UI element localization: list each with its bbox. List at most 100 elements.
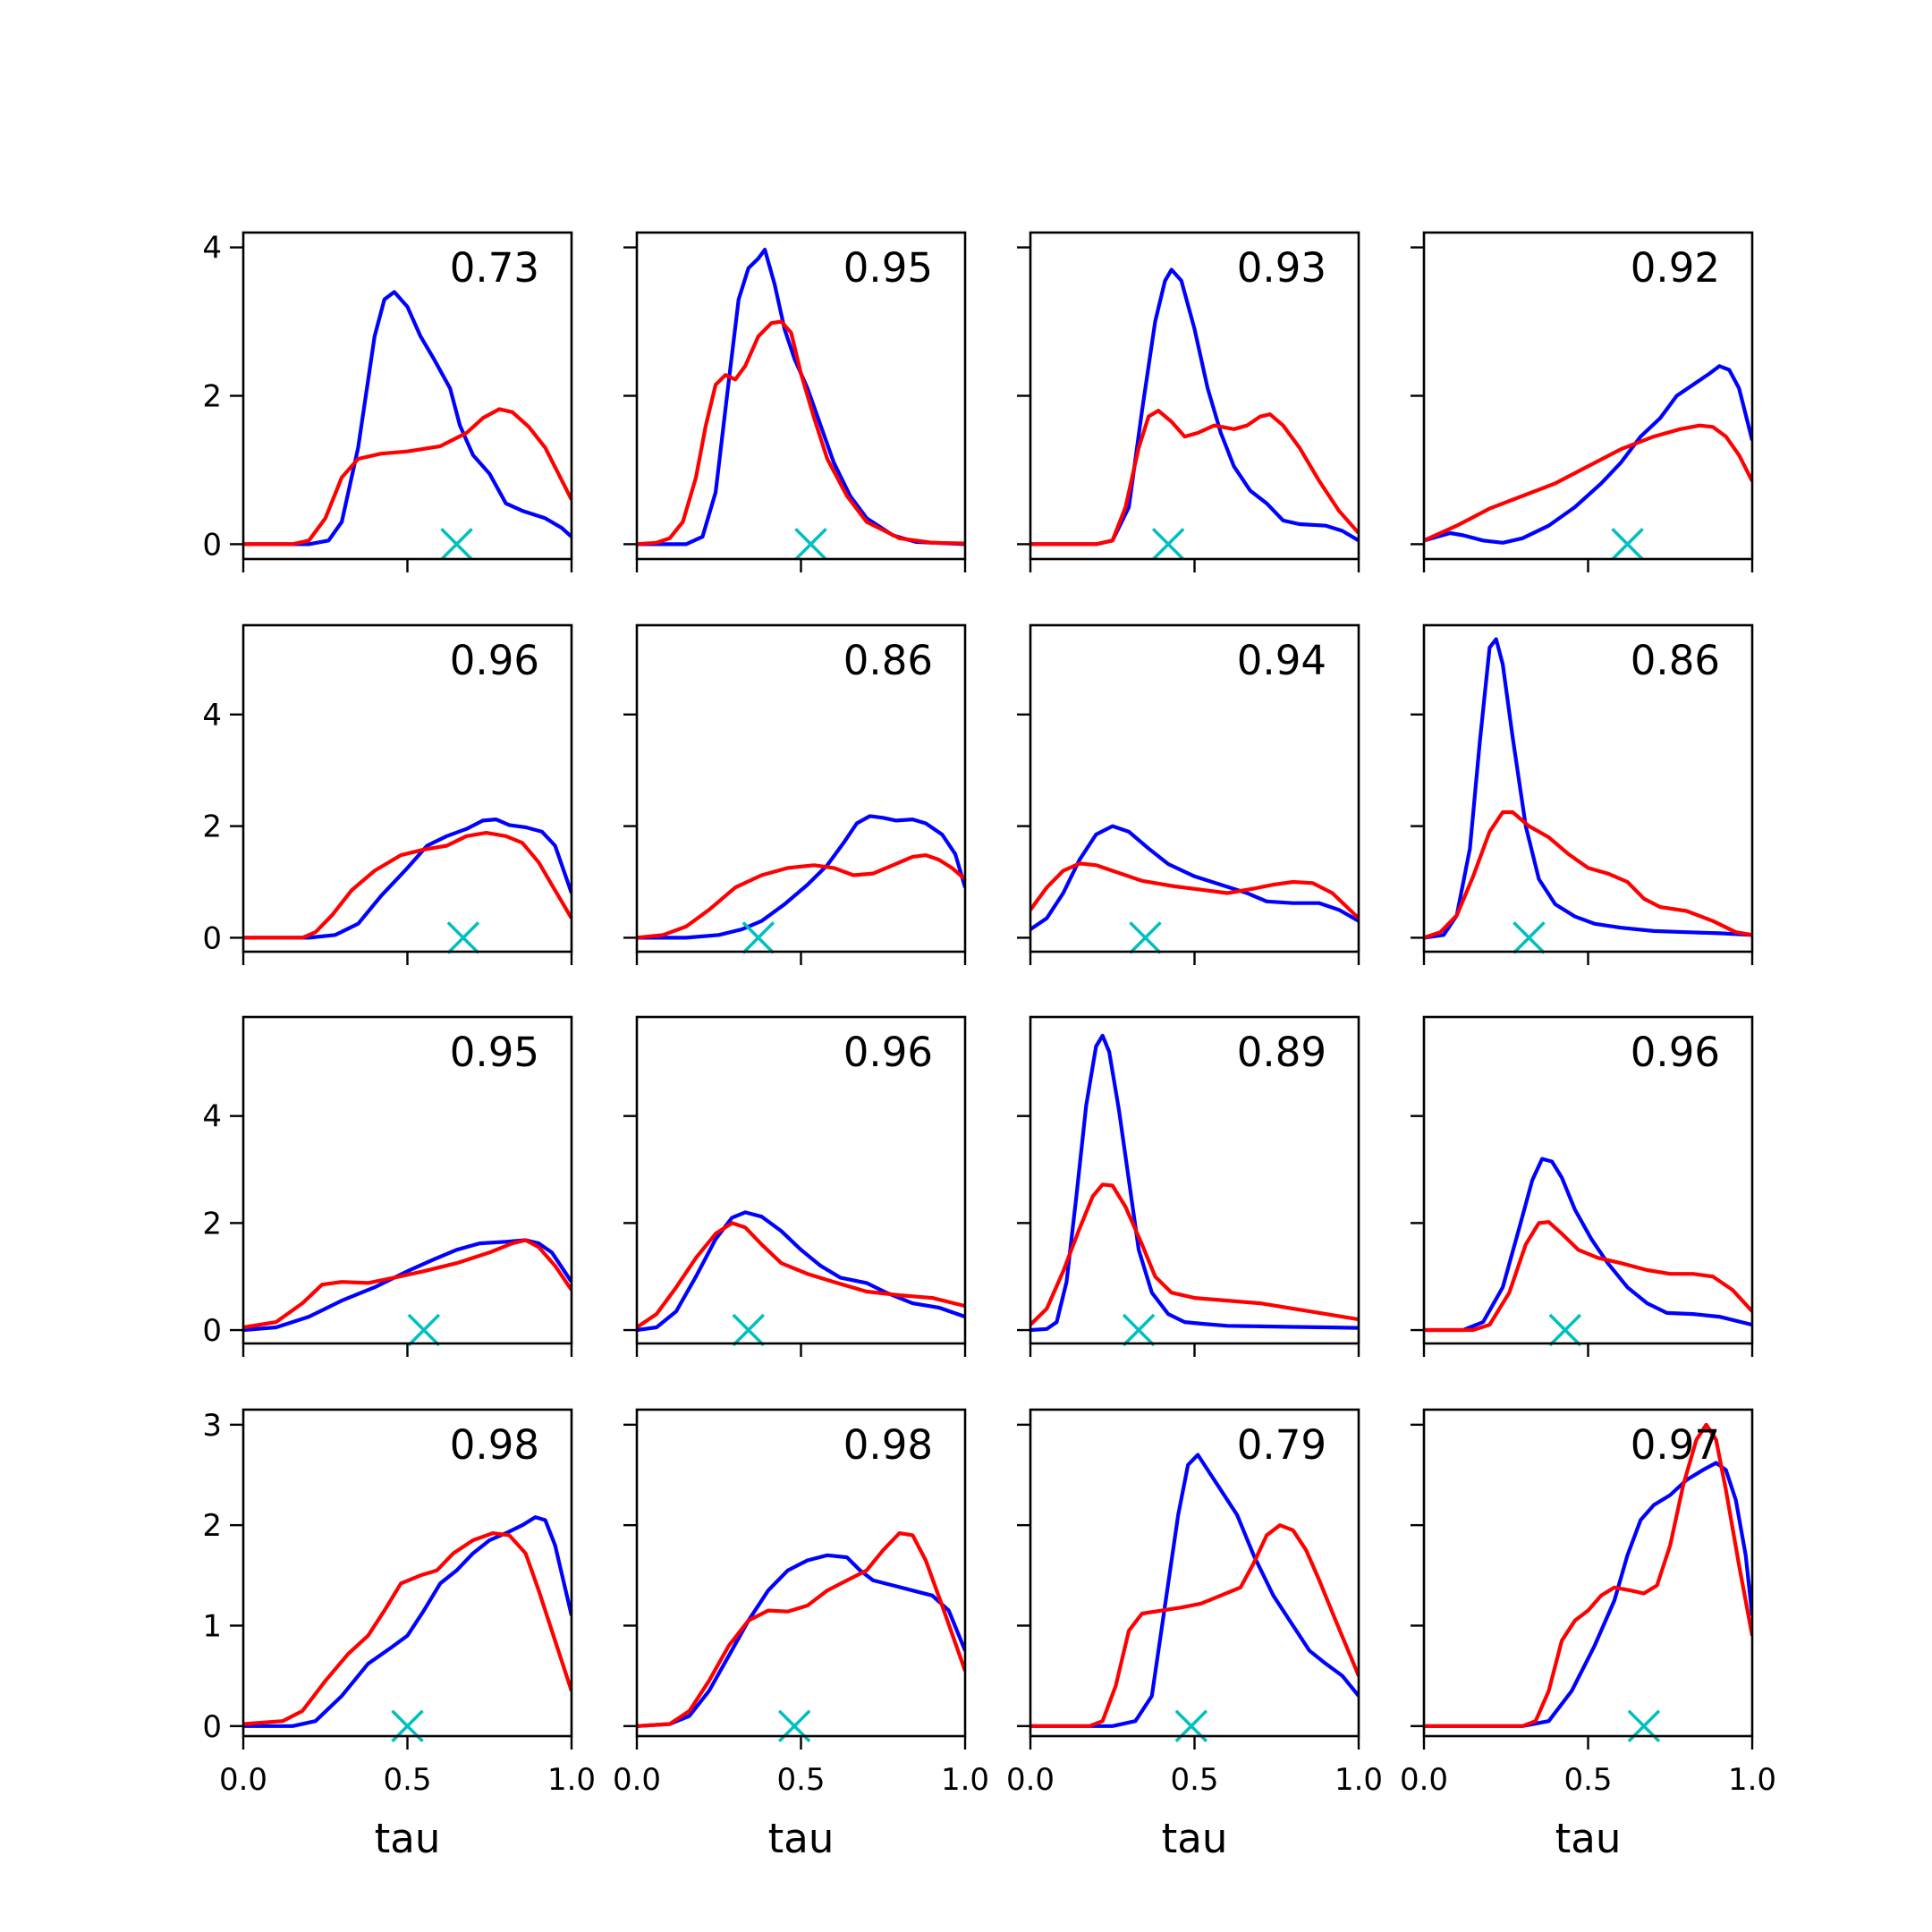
red-density-line bbox=[1030, 861, 1359, 920]
y-tick-label: 3 bbox=[202, 1408, 222, 1444]
x-marker-stroke-b bbox=[1548, 1313, 1582, 1347]
subplot-2-1: 0.96 bbox=[623, 1015, 967, 1357]
panel-score: 0.96 bbox=[450, 637, 539, 684]
x-marker-stroke-b bbox=[440, 528, 473, 561]
x-marker bbox=[741, 921, 775, 954]
y-tick-label: 4 bbox=[202, 1099, 222, 1135]
red-density-line bbox=[1424, 1422, 1752, 1728]
subplot-1-2: 0.94 bbox=[1017, 623, 1360, 965]
x-axis-label: tau bbox=[1162, 1815, 1228, 1862]
red-density-line bbox=[637, 319, 965, 547]
x-marker bbox=[1548, 1313, 1582, 1347]
x-marker bbox=[1129, 921, 1162, 954]
red-density-line bbox=[1424, 1220, 1752, 1333]
red-density-line bbox=[637, 853, 965, 940]
y-tick-label: 0 bbox=[202, 1709, 222, 1745]
red-density-line bbox=[1030, 409, 1359, 547]
x-marker-stroke-b bbox=[741, 921, 775, 954]
y-tick-label: 2 bbox=[202, 809, 222, 845]
y-tick-label: 4 bbox=[202, 698, 222, 733]
panel-score: 0.73 bbox=[450, 244, 539, 292]
x-tick-label: 0.0 bbox=[1400, 1762, 1448, 1798]
red-density-line bbox=[1424, 809, 1752, 940]
red-density-line bbox=[1030, 1523, 1359, 1728]
subplot-0-3: 0.92 bbox=[1411, 231, 1754, 572]
red-density-line bbox=[243, 1238, 572, 1330]
panel-score: 0.89 bbox=[1237, 1029, 1326, 1076]
subplot-1-3: 0.86 bbox=[1411, 623, 1754, 965]
y-tick-label: 0 bbox=[202, 920, 222, 956]
panel-score: 0.96 bbox=[1631, 1029, 1720, 1076]
subplot-3-2: 0.0 0.5 1.0 0.79 tau bbox=[1006, 1408, 1383, 1862]
x-marker bbox=[407, 1313, 441, 1347]
blue-density-line bbox=[637, 1553, 965, 1728]
x-marker-stroke-b bbox=[1151, 528, 1185, 561]
subplot-0-0: 0 2 4 0.73 bbox=[202, 231, 573, 572]
x-tick-label: 1.0 bbox=[941, 1762, 989, 1798]
blue-density-line bbox=[243, 1238, 572, 1333]
x-marker bbox=[1513, 921, 1546, 954]
blue-density-line bbox=[243, 290, 572, 547]
blue-density-line bbox=[1424, 1157, 1752, 1333]
x-axis-label: tau bbox=[375, 1815, 441, 1862]
x-tick-label: 0.5 bbox=[383, 1762, 431, 1798]
blue-density-line bbox=[243, 818, 572, 940]
y-tick-label: 1 bbox=[202, 1608, 222, 1644]
y-tick-label: 2 bbox=[202, 1206, 222, 1241]
panel-score: 0.95 bbox=[843, 244, 933, 292]
x-marker bbox=[732, 1313, 766, 1347]
y-tick-label: 4 bbox=[202, 231, 222, 267]
x-tick-label: 0.5 bbox=[1563, 1762, 1612, 1798]
subplot-1-0: 0 2 4 0.96 bbox=[202, 623, 573, 965]
panel-score: 0.86 bbox=[1631, 637, 1720, 684]
blue-density-line bbox=[637, 814, 965, 940]
x-marker bbox=[440, 528, 473, 561]
y-tick-label: 2 bbox=[202, 379, 222, 415]
red-density-line bbox=[243, 1531, 572, 1726]
blue-density-line bbox=[1030, 267, 1359, 547]
x-tick-label: 0.0 bbox=[613, 1762, 661, 1798]
subplot-3-3: 0.0 0.5 1.0 0.97 tau bbox=[1400, 1408, 1776, 1862]
x-tick-label: 0.0 bbox=[1006, 1762, 1055, 1798]
x-marker-stroke-b bbox=[1129, 921, 1162, 954]
x-marker-stroke-b bbox=[407, 1313, 441, 1347]
x-tick-label: 0.5 bbox=[1170, 1762, 1218, 1798]
x-marker bbox=[794, 528, 827, 561]
x-marker-stroke-b bbox=[1513, 921, 1546, 954]
x-tick-label: 1.0 bbox=[1335, 1762, 1383, 1798]
red-density-line bbox=[1030, 1182, 1359, 1326]
subplot-0-2: 0.93 bbox=[1017, 231, 1360, 572]
x-marker-stroke-b bbox=[1122, 1313, 1156, 1347]
subplot-2-0: 0 2 4 0.95 bbox=[202, 1015, 573, 1357]
blue-density-line bbox=[637, 248, 965, 547]
x-marker bbox=[446, 921, 480, 954]
panel-score: 0.93 bbox=[1237, 244, 1326, 292]
x-marker-stroke-b bbox=[794, 528, 827, 561]
blue-density-line bbox=[1424, 1461, 1752, 1728]
subplot-0-1: 0.95 bbox=[623, 231, 967, 572]
panel-score: 0.79 bbox=[1237, 1421, 1326, 1469]
subplot-1-1: 0.86 bbox=[623, 623, 967, 965]
x-marker-stroke-b bbox=[1611, 528, 1644, 561]
panel-score: 0.94 bbox=[1237, 637, 1326, 684]
red-density-line bbox=[637, 1531, 965, 1728]
panel-score: 0.97 bbox=[1631, 1421, 1720, 1469]
x-axis-label: tau bbox=[1555, 1815, 1622, 1862]
red-density-line bbox=[243, 831, 572, 940]
x-tick-label: 1.0 bbox=[547, 1762, 596, 1798]
panel-score: 0.98 bbox=[843, 1421, 933, 1469]
panel-score: 0.96 bbox=[843, 1029, 933, 1076]
blue-density-line bbox=[243, 1515, 572, 1728]
blue-density-line bbox=[1424, 637, 1752, 940]
panel-score: 0.95 bbox=[450, 1029, 539, 1076]
x-tick-label: 0.5 bbox=[776, 1762, 825, 1798]
red-density-line bbox=[637, 1221, 965, 1329]
panel-score: 0.92 bbox=[1631, 244, 1720, 292]
x-tick-label: 0.0 bbox=[219, 1762, 267, 1798]
x-marker bbox=[1122, 1313, 1156, 1347]
subplot-3-1: 0.0 0.5 1.0 0.98 tau bbox=[613, 1408, 989, 1862]
blue-density-line bbox=[1030, 1453, 1359, 1728]
panel-score: 0.98 bbox=[450, 1421, 539, 1469]
y-tick-label: 0 bbox=[202, 1313, 222, 1349]
